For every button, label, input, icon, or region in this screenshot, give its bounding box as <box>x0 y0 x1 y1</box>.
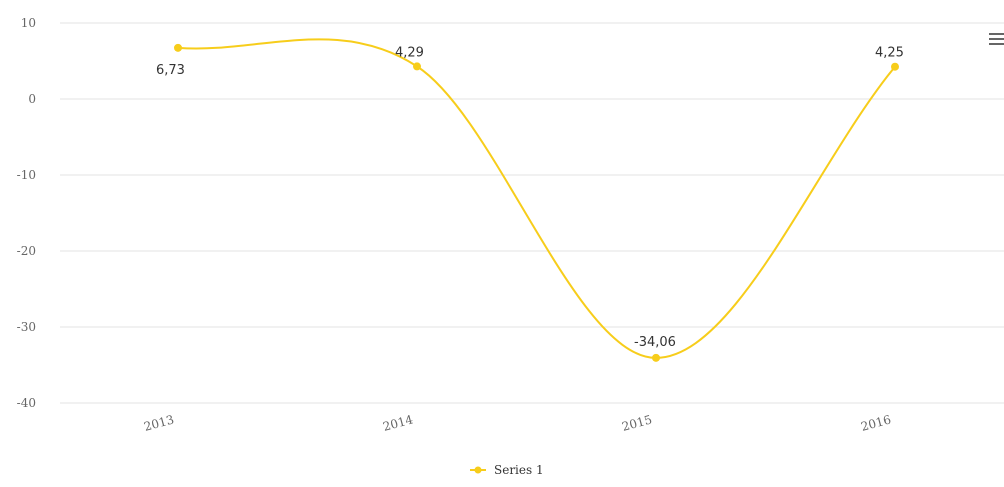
y-tick-label: -40 <box>17 396 36 410</box>
data-point[interactable] <box>413 62 421 71</box>
series-points[interactable] <box>174 43 899 362</box>
x-tick-label: 2015 <box>620 412 653 433</box>
data-point[interactable] <box>891 62 899 71</box>
data-point[interactable] <box>174 43 182 52</box>
series-line <box>177 38 896 359</box>
data-label: 4,29 <box>395 45 424 60</box>
legend[interactable]: Series 1 <box>470 463 544 477</box>
data-label: -34,06 <box>634 335 676 350</box>
y-tick-label: -30 <box>17 320 36 334</box>
grid-lines <box>60 22 1004 404</box>
data-labels: 6,73 4,29 -34,06 4,25 <box>156 45 904 349</box>
data-label: 4,25 <box>875 46 904 61</box>
x-axis-ticks: 2013 2014 2015 2016 <box>142 412 892 434</box>
y-tick-label: 10 <box>21 16 36 30</box>
y-tick-label: -20 <box>17 244 36 258</box>
y-tick-label: 0 <box>28 92 36 106</box>
hamburger-menu-icon[interactable] <box>989 33 1004 45</box>
legend-label: Series 1 <box>494 463 544 477</box>
x-tick-label: 2014 <box>381 412 414 434</box>
legend-marker <box>474 466 482 474</box>
data-label: 6,73 <box>156 63 185 78</box>
data-point[interactable] <box>652 353 660 362</box>
y-tick-label: -10 <box>17 168 36 182</box>
y-axis-ticks: 10 0 -10 -20 -30 -40 <box>17 16 36 410</box>
x-tick-label: 2016 <box>859 412 892 433</box>
x-tick-label: 2013 <box>142 412 175 433</box>
